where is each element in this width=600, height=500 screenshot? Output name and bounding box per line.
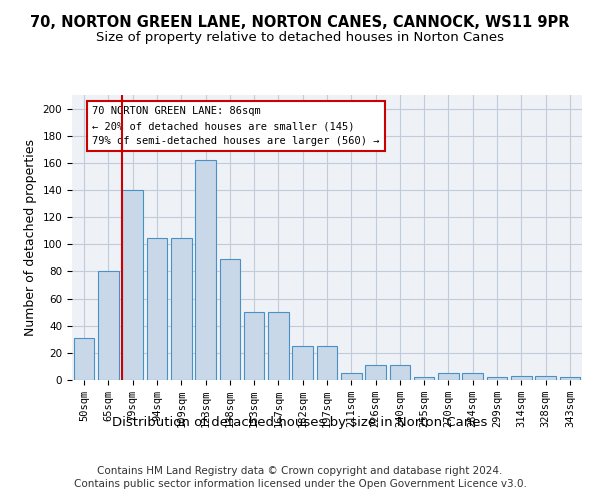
Bar xyxy=(414,378,434,380)
Bar xyxy=(341,373,362,380)
Bar xyxy=(268,312,289,380)
Bar xyxy=(487,378,508,380)
Bar xyxy=(171,238,191,380)
Bar xyxy=(292,346,313,380)
Bar xyxy=(122,190,143,380)
Bar xyxy=(98,272,119,380)
Text: 70, NORTON GREEN LANE, NORTON CANES, CANNOCK, WS11 9PR: 70, NORTON GREEN LANE, NORTON CANES, CAN… xyxy=(30,15,570,30)
Bar xyxy=(74,338,94,380)
Bar xyxy=(220,259,240,380)
Text: 70 NORTON GREEN LANE: 86sqm
← 20% of detached houses are smaller (145)
79% of se: 70 NORTON GREEN LANE: 86sqm ← 20% of det… xyxy=(92,106,380,146)
Bar xyxy=(438,373,459,380)
Bar xyxy=(511,376,532,380)
Bar xyxy=(146,238,167,380)
Text: Distribution of detached houses by size in Norton Canes: Distribution of detached houses by size … xyxy=(112,416,488,429)
Bar xyxy=(389,365,410,380)
Y-axis label: Number of detached properties: Number of detached properties xyxy=(24,139,37,336)
Bar xyxy=(195,160,216,380)
Bar xyxy=(535,376,556,380)
Text: Contains public sector information licensed under the Open Government Licence v3: Contains public sector information licen… xyxy=(74,479,526,489)
Bar xyxy=(365,365,386,380)
Bar xyxy=(463,373,483,380)
Bar xyxy=(317,346,337,380)
Text: Contains HM Land Registry data © Crown copyright and database right 2024.: Contains HM Land Registry data © Crown c… xyxy=(97,466,503,476)
Bar xyxy=(244,312,265,380)
Text: Size of property relative to detached houses in Norton Canes: Size of property relative to detached ho… xyxy=(96,31,504,44)
Bar xyxy=(560,378,580,380)
